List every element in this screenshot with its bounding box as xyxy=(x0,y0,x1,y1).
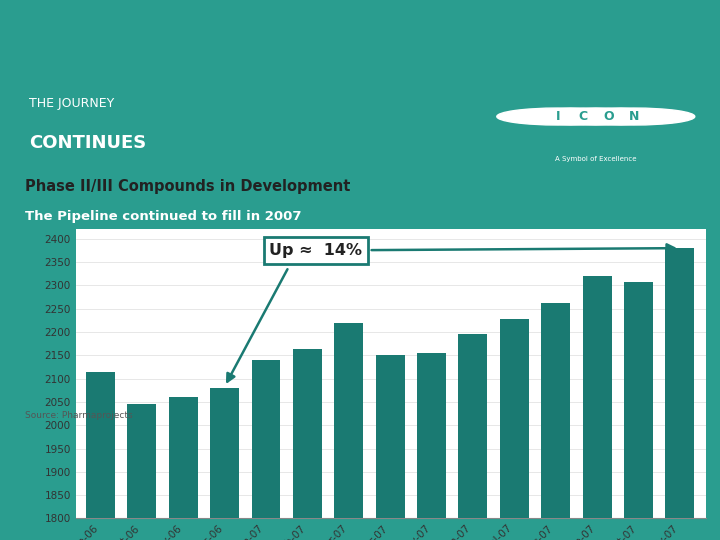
Circle shape xyxy=(547,108,670,125)
Text: N: N xyxy=(629,110,639,123)
Text: The Pipeline continued to fill in 2007: The Pipeline continued to fill in 2007 xyxy=(25,210,302,223)
Circle shape xyxy=(522,108,644,125)
Bar xyxy=(417,353,446,540)
Text: C: C xyxy=(579,110,588,123)
Bar xyxy=(334,323,364,540)
Bar xyxy=(541,303,570,540)
Bar xyxy=(582,276,611,540)
Bar xyxy=(251,360,281,540)
Text: THE JOURNEY: THE JOURNEY xyxy=(29,97,114,110)
Text: Phase II/III Compounds in Development: Phase II/III Compounds in Development xyxy=(25,179,351,193)
Circle shape xyxy=(572,108,695,125)
Circle shape xyxy=(497,108,619,125)
Bar xyxy=(665,248,694,540)
Bar xyxy=(376,355,405,540)
Bar xyxy=(127,404,156,540)
Bar xyxy=(459,334,487,540)
Text: A Symbol of Excellence: A Symbol of Excellence xyxy=(555,157,637,163)
Bar xyxy=(500,319,529,540)
Text: Source: Pharmaprojects: Source: Pharmaprojects xyxy=(25,411,132,420)
Text: CONTINUES: CONTINUES xyxy=(29,133,146,152)
Bar xyxy=(210,388,239,540)
Bar xyxy=(168,397,198,540)
Text: Up ≈  14%: Up ≈ 14% xyxy=(269,243,675,258)
Bar xyxy=(86,372,115,540)
Text: I: I xyxy=(556,110,560,123)
Text: O: O xyxy=(603,110,613,123)
Bar xyxy=(293,349,322,540)
Bar xyxy=(624,282,653,540)
